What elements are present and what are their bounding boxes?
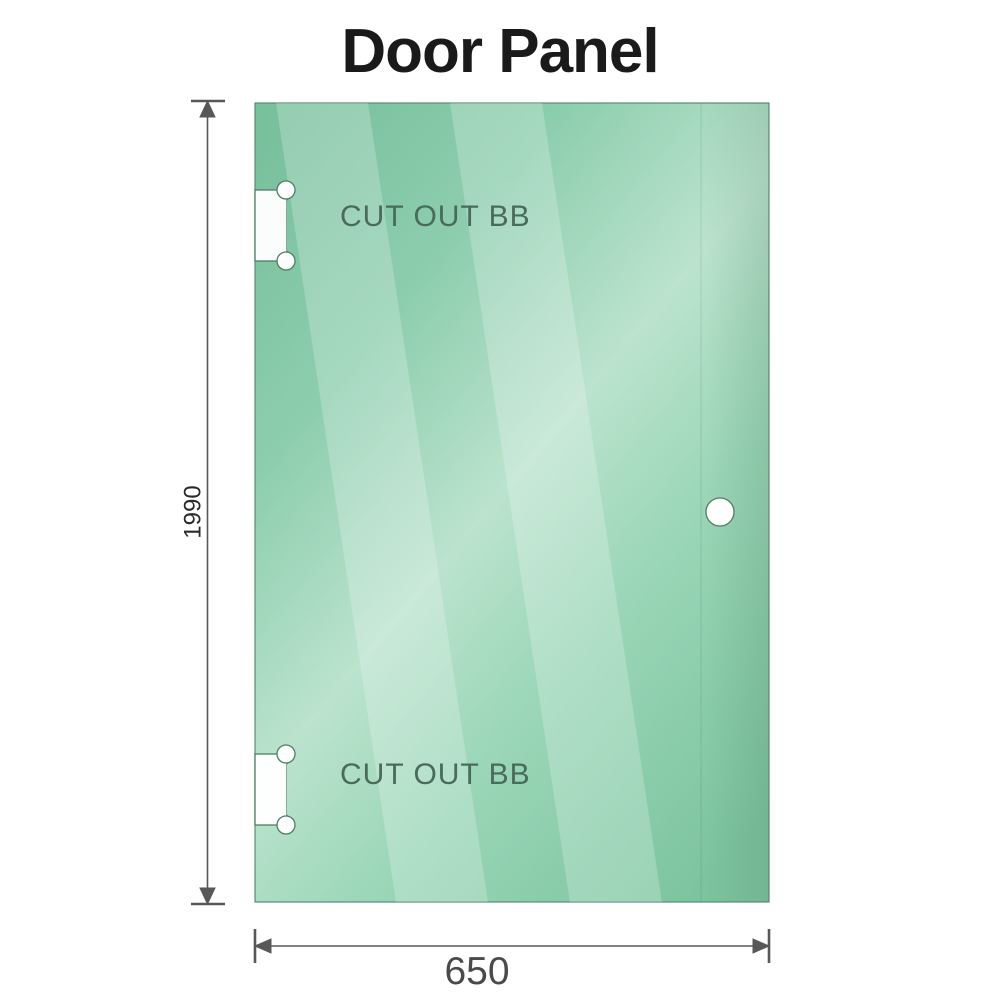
svg-text:1990: 1990 bbox=[179, 485, 206, 538]
